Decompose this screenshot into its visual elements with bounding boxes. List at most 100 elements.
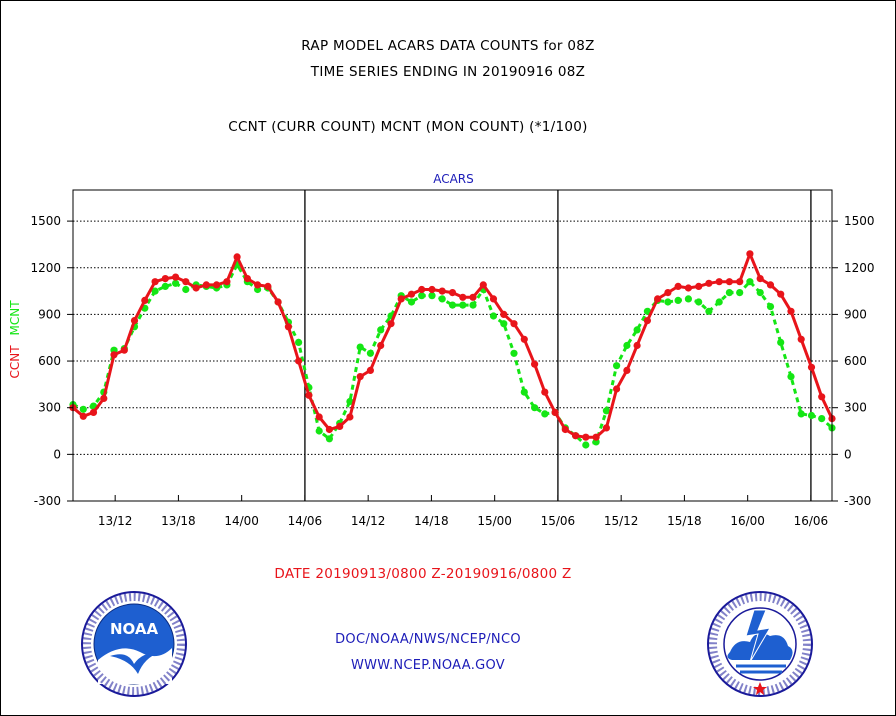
point-mcnt — [325, 435, 333, 443]
point-ccnt — [223, 278, 231, 286]
point-ccnt — [356, 373, 364, 381]
point-mcnt — [797, 410, 805, 418]
x-tick-label: 14/18 — [414, 514, 449, 528]
point-ccnt — [315, 413, 323, 421]
y-tick-label-right: 900 — [844, 307, 867, 321]
point-mcnt — [541, 410, 549, 418]
point-ccnt — [284, 323, 292, 331]
point-mcnt — [807, 411, 816, 420]
credit-org: DOC/NOAA/NWS/NCEP/NCO — [335, 632, 521, 647]
point-ccnt — [592, 433, 600, 441]
x-tick-label: 13/18 — [161, 514, 196, 528]
plot-title: ACARS — [433, 172, 474, 186]
point-mcnt — [346, 397, 354, 406]
point-mcnt — [182, 285, 190, 294]
y-tick-label-right: 1200 — [844, 261, 875, 275]
point-mcnt — [674, 296, 682, 304]
point-ccnt — [407, 290, 416, 298]
y-tick-label-left: 600 — [38, 354, 61, 368]
point-ccnt — [633, 341, 641, 350]
point-ccnt — [151, 278, 159, 286]
point-ccnt — [213, 281, 221, 289]
point-mcnt — [531, 404, 539, 412]
point-ccnt — [428, 285, 436, 294]
point-ccnt — [643, 317, 652, 325]
grid-layer — [73, 220, 832, 455]
point-mcnt — [366, 349, 374, 357]
point-ccnt — [254, 281, 262, 289]
point-ccnt — [777, 290, 785, 298]
point-ccnt — [130, 317, 139, 325]
point-mcnt — [736, 289, 744, 297]
point-mcnt — [520, 388, 528, 396]
point-ccnt — [479, 281, 487, 289]
point-mcnt — [79, 405, 87, 413]
point-ccnt — [243, 275, 251, 283]
point-mcnt — [161, 282, 169, 290]
point-mcnt — [448, 301, 457, 309]
point-ccnt — [325, 425, 333, 434]
x-tick-label: 14/06 — [288, 514, 323, 528]
point-ccnt — [705, 279, 713, 287]
point-ccnt — [110, 351, 118, 359]
x-tick-label: 15/00 — [477, 514, 512, 528]
y-tick-label-right: -300 — [844, 494, 871, 508]
point-ccnt — [664, 289, 672, 297]
point-ccnt — [377, 341, 385, 350]
point-ccnt — [736, 278, 744, 286]
point-ccnt — [387, 320, 395, 328]
point-ccnt — [818, 393, 826, 401]
y-tick-label-left: 1200 — [30, 261, 61, 275]
point-mcnt — [151, 287, 159, 295]
point-mcnt — [295, 338, 303, 346]
point-ccnt — [295, 357, 303, 365]
x-tick-label: 16/06 — [794, 514, 829, 528]
point-mcnt — [766, 303, 775, 311]
noaa-logo: NOAA — [81, 591, 187, 697]
point-ccnt — [797, 335, 805, 343]
point-ccnt — [674, 282, 682, 290]
y-tick-label-left: 1500 — [30, 214, 61, 228]
point-ccnt — [469, 293, 477, 301]
credit-url: WWW.NCEP.NOAA.GOV — [350, 658, 506, 673]
point-ccnt — [459, 293, 467, 301]
point-ccnt — [100, 394, 108, 402]
series-layer — [69, 250, 836, 449]
point-ccnt — [366, 366, 374, 374]
point-ccnt — [572, 432, 580, 440]
nws-logo — [707, 591, 813, 697]
point-ccnt — [141, 296, 149, 304]
day-separator-layer — [304, 190, 812, 501]
point-mcnt — [459, 301, 467, 309]
point-mcnt — [418, 292, 426, 300]
chart-title-line-3: CCNT (CURR COUNT) MCNT (MON COUNT) (*1/1… — [228, 119, 588, 135]
point-mcnt — [746, 278, 754, 286]
y-tick-label-right: 1500 — [844, 214, 875, 228]
point-ccnt — [551, 408, 559, 416]
y-tick-label-left: -300 — [34, 494, 61, 508]
point-mcnt — [777, 338, 785, 346]
point-ccnt — [746, 250, 754, 258]
point-mcnt — [489, 312, 498, 320]
point-mcnt — [643, 307, 652, 315]
x-tick-label: 15/18 — [667, 514, 702, 528]
point-mcnt — [664, 298, 672, 306]
point-mcnt — [623, 341, 631, 350]
noaa-logo-text: NOAA — [110, 620, 159, 638]
point-ccnt — [202, 281, 210, 289]
ylabel-mcnt: MCNT — [8, 300, 22, 336]
point-mcnt — [725, 289, 734, 297]
point-ccnt — [582, 433, 590, 441]
point-mcnt — [356, 343, 364, 351]
x-tick-label: 15/12 — [604, 514, 639, 528]
ticks-layer: -300 -300 0 0 300 300 600 600 900 900 1200 1200 1500… — [30, 214, 874, 528]
point-ccnt — [264, 282, 272, 290]
chart-title-line-1: RAP MODEL ACARS DATA COUNTS for 08Z — [301, 38, 595, 54]
y-tick-label-right: 300 — [844, 401, 867, 415]
point-ccnt — [623, 366, 631, 374]
y-tick-label-left: 300 — [38, 401, 61, 415]
point-ccnt — [756, 275, 764, 283]
point-ccnt — [397, 295, 405, 303]
point-mcnt — [315, 427, 323, 435]
point-ccnt — [438, 287, 446, 295]
